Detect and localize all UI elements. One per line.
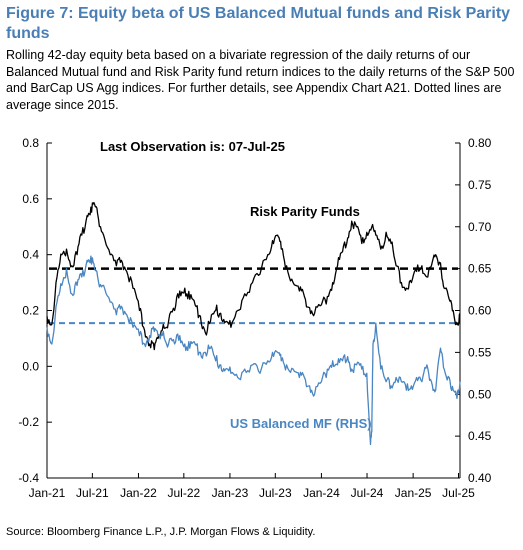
right-tick-label: 0.60 <box>468 304 492 318</box>
balanced-mf-series-label: US Balanced MF (RHS) <box>230 416 372 431</box>
risk-parity-line <box>46 201 461 351</box>
x-tick-label: Jul-24 <box>351 486 384 500</box>
right-tick-label: 0.40 <box>468 471 492 485</box>
x-tick-label: Jul-23 <box>259 486 292 500</box>
right-tick-label: 0.65 <box>468 262 492 276</box>
x-tick-label: Jan-22 <box>120 486 157 500</box>
equity-beta-chart: 0.8 0.6 0.4 0.2 0.0 -0.2 -0.4 0.80 0.75 0.70 0.65 0… <box>18 136 491 500</box>
figure-source: Source: Bloomberg Finance L.P., J.P. Mor… <box>6 526 316 538</box>
average-lines <box>49 267 458 325</box>
x-tick-label: Jan-23 <box>212 486 249 500</box>
figure-title: Figure 7: Equity beta of US Balanced Mut… <box>6 5 511 42</box>
left-tick-label: -0.4 <box>18 471 39 485</box>
figure-caption: Rolling 42-day equity beta based on a bi… <box>6 48 515 112</box>
right-tick-label: 0.75 <box>468 178 492 192</box>
left-tick-label: 0.8 <box>22 136 39 150</box>
left-tick-label: 0.6 <box>22 192 39 206</box>
right-tick-label: 0.55 <box>468 345 492 359</box>
x-tick-label: Jan-21 <box>29 486 66 500</box>
x-tick-label: Jul-22 <box>167 486 200 500</box>
left-tick-label: 0.0 <box>22 359 39 373</box>
left-tick-label: 0.2 <box>22 304 39 318</box>
right-tick-label: 0.70 <box>468 220 492 234</box>
x-tick-label: Jul-25 <box>442 486 475 500</box>
right-tick-label: 0.50 <box>468 387 492 401</box>
x-tick-label: Jan-25 <box>395 486 432 500</box>
series-lines <box>46 201 461 446</box>
left-tick-label: 0.4 <box>22 248 39 262</box>
right-tick-label: 0.80 <box>468 136 492 150</box>
x-tick-label: Jan-24 <box>303 486 340 500</box>
chart-axes: 0.8 0.6 0.4 0.2 0.0 -0.2 -0.4 0.80 0.75 0.70 0.65 0… <box>18 136 491 500</box>
balanced-mf-line <box>46 255 461 446</box>
right-tick-label: 0.45 <box>468 429 492 443</box>
left-tick-label: -0.2 <box>18 415 39 429</box>
risk-parity-series-label: Risk Parity Funds <box>250 204 360 219</box>
last-observation-label: Last Observation is: 07-Jul-25 <box>100 139 285 154</box>
x-tick-label: Jul-21 <box>76 486 109 500</box>
